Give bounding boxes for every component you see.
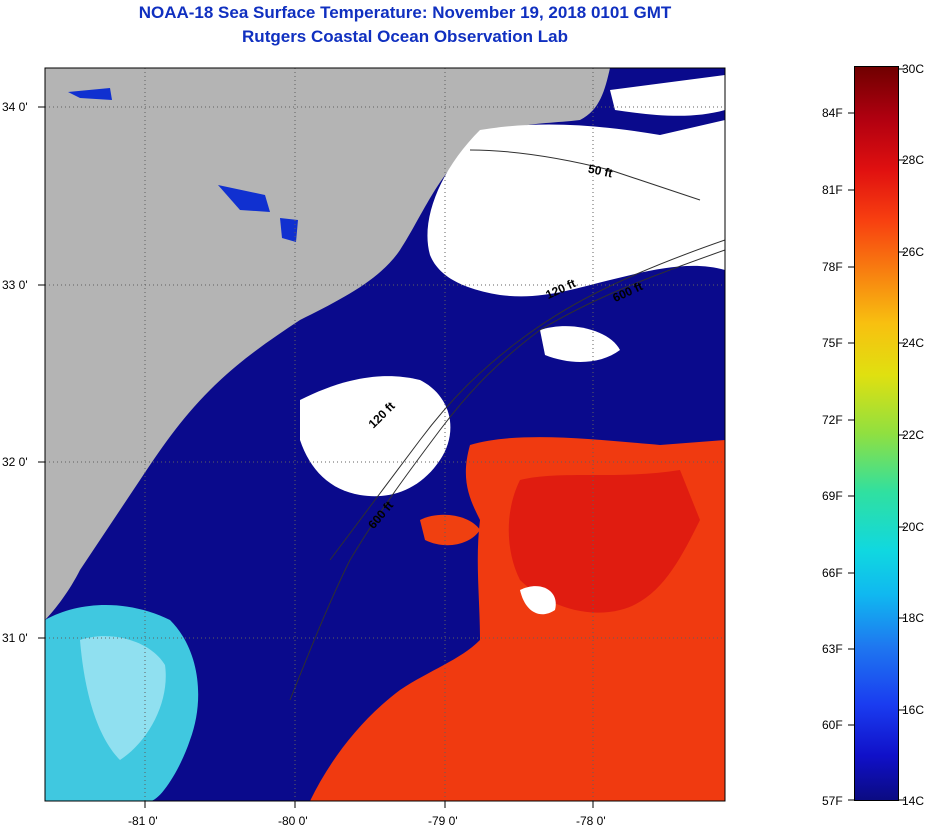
celsius-label: 20C: [902, 520, 925, 534]
cloud-cover-north: [427, 120, 725, 297]
map-subtitle: Rutgers Coastal Ocean Observation Lab: [242, 27, 568, 46]
graticule: [45, 68, 725, 801]
celsius-label: 18C: [902, 611, 925, 625]
fahrenheit-label: 63F: [822, 642, 843, 656]
lon-label: -81 0': [128, 814, 158, 828]
temperature-colorbar: [854, 66, 899, 801]
lake: [280, 218, 298, 242]
fahrenheit-label: 78F: [822, 260, 843, 274]
map-title: NOAA-18 Sea Surface Temperature: Novembe…: [138, 3, 672, 22]
lat-label: 33 0': [2, 278, 28, 292]
celsius-label: 24C: [902, 336, 925, 350]
lat-label: 32 0': [2, 455, 28, 469]
fahrenheit-label: 60F: [822, 718, 843, 732]
celsius-label: 22C: [902, 428, 925, 442]
land-mass: [45, 68, 610, 620]
map-frame: [44, 67, 726, 802]
isobath-line: [469, 149, 701, 201]
isobath-line: [289, 249, 725, 701]
map-ticks: [38, 106, 594, 808]
celsius-label: 14C: [902, 794, 925, 808]
fahrenheit-label: 84F: [822, 106, 843, 120]
lat-label: 31 0': [2, 631, 28, 645]
lake: [68, 88, 112, 100]
celsius-label: 16C: [902, 703, 925, 717]
shelf-cool-water-inner: [80, 636, 166, 760]
cloud-patch: [540, 326, 620, 362]
fahrenheit-label: 66F: [822, 566, 843, 580]
fahrenheit-label: 69F: [822, 489, 843, 503]
celsius-label: 26C: [902, 245, 925, 259]
cloud-cover-cape: [610, 75, 725, 116]
fahrenheit-label: 72F: [822, 413, 843, 427]
lon-label: -78 0': [576, 814, 606, 828]
fahrenheit-label: 75F: [822, 336, 843, 350]
lat-label: 34 0': [2, 100, 28, 114]
lake: [218, 185, 270, 212]
fahrenheit-label: 57F: [822, 794, 843, 808]
celsius-label: 30C: [902, 62, 925, 76]
lon-label: -79 0': [428, 814, 458, 828]
fahrenheit-label: 81F: [822, 183, 843, 197]
cloud-patch-south: [520, 586, 556, 615]
isobath-line: [329, 239, 725, 561]
gulf-stream-core: [508, 470, 700, 613]
celsius-label: 28C: [902, 153, 925, 167]
lon-label: -80 0': [278, 814, 308, 828]
warm-eddy: [420, 514, 480, 546]
